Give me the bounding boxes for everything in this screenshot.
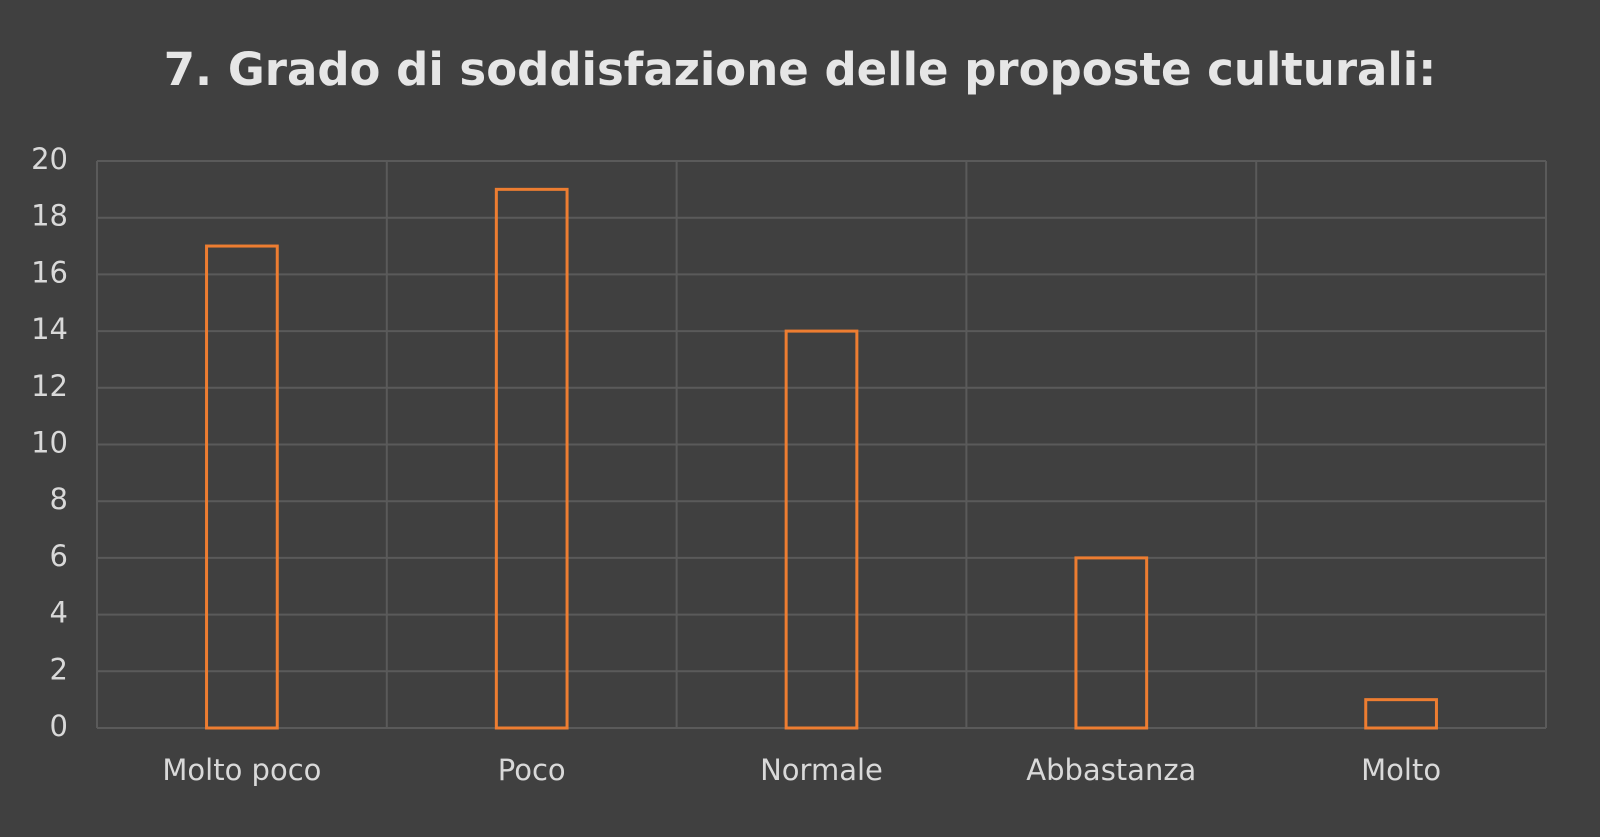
- y-tick-label: 16: [31, 255, 68, 289]
- y-tick-label: 4: [50, 596, 68, 630]
- x-tick-label: Molto poco: [162, 753, 321, 787]
- y-tick-label: 12: [31, 369, 68, 403]
- y-tick-label: 6: [50, 539, 68, 573]
- y-tick-label: 18: [31, 199, 68, 233]
- y-tick-label: 2: [50, 652, 68, 686]
- y-tick-label: 20: [31, 142, 68, 176]
- x-tick-label: Molto: [1361, 753, 1441, 787]
- y-tick-label: 10: [31, 426, 68, 460]
- bar: [494, 187, 569, 730]
- x-tick-label: Abbastanza: [1026, 753, 1196, 787]
- y-tick-label: 8: [50, 482, 68, 516]
- chart-title: 7. Grado di soddisfazione delle proposte…: [164, 43, 1436, 96]
- y-tick-label: 14: [31, 312, 68, 346]
- bar: [1074, 556, 1149, 730]
- bar: [205, 244, 279, 730]
- x-tick-label: Normale: [760, 753, 883, 787]
- bar: [784, 329, 859, 730]
- x-tick-label: Poco: [498, 753, 566, 787]
- y-tick-label: 0: [50, 709, 68, 743]
- bar: [1364, 698, 1438, 730]
